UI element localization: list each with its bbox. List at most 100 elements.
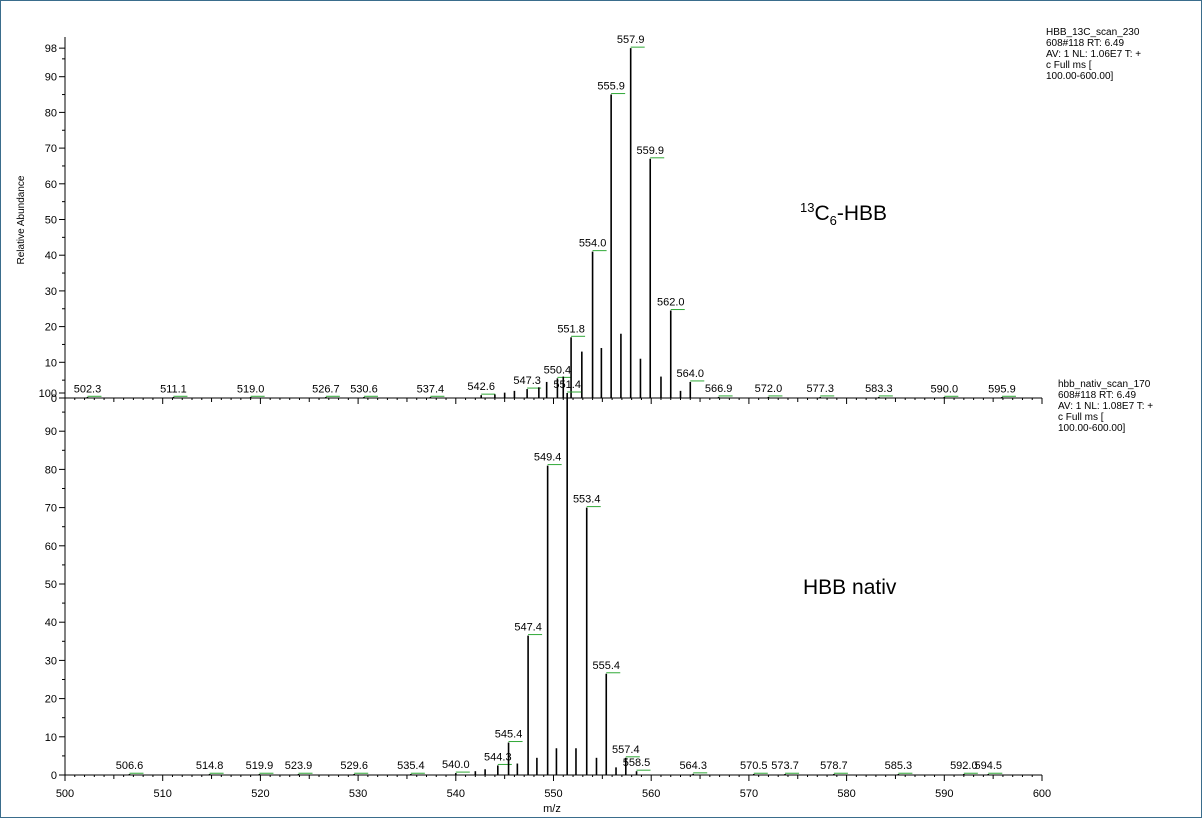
annotation-rest: -HBB xyxy=(837,202,887,225)
x-tick-label: 560 xyxy=(642,788,660,800)
y-tick-label: 60 xyxy=(45,179,57,191)
peak-label: 570.5 xyxy=(740,760,768,772)
y-tick-label: 60 xyxy=(45,541,57,553)
y-tick-label: 40 xyxy=(45,250,57,262)
y-tick-label: 0 xyxy=(51,393,57,405)
peak-label: 595.9 xyxy=(988,383,1016,395)
y-tick-label: 30 xyxy=(45,655,57,667)
scan-info-line: 608#118 RT: 6.49 xyxy=(1058,390,1136,401)
y-tick-label: 10 xyxy=(45,357,57,369)
peak-label: 511.1 xyxy=(160,383,187,395)
annotation-superscript: 13 xyxy=(800,200,814,215)
annotation-subscript: 6 xyxy=(830,213,837,228)
top-spectrum-panel: 0 10 20 30 40 50 60 70 80 90 98 502.3 511.1 519.0 526.… xyxy=(45,27,1142,405)
y-tick-label: 40 xyxy=(45,617,57,629)
peak-label: 529.6 xyxy=(340,760,368,772)
peak-label: 592.0 xyxy=(950,760,978,772)
peak-label: 558.5 xyxy=(623,757,651,769)
peak-label: 530.6 xyxy=(350,383,378,395)
peak-label: 537.4 xyxy=(417,383,445,395)
bottom-spectrum-panel: 0 10 20 30 40 50 60 70 80 90 100 500 510 520 530 540 550… xyxy=(39,379,1154,800)
peak-label: 555.9 xyxy=(597,81,625,93)
x-tick-label: 590 xyxy=(935,788,953,800)
x-tick-label: 540 xyxy=(447,788,465,800)
peak-label: 577.3 xyxy=(806,383,834,395)
y-tick-label: 10 xyxy=(45,732,57,744)
peak-label: 555.4 xyxy=(592,660,620,672)
peak-label: 572.0 xyxy=(755,383,783,395)
peak-label: 549.4 xyxy=(534,452,562,464)
scan-info-line: c Full ms [ xyxy=(1058,412,1104,423)
x-tick-label: 550 xyxy=(544,788,562,800)
peak-label: 523.9 xyxy=(285,760,313,772)
y-tick-label: 90 xyxy=(45,426,57,438)
peak-label: 554.0 xyxy=(579,238,607,250)
scan-info-line: 608#118 RT: 6.49 xyxy=(1046,38,1124,49)
scan-info-line: c Full ms [ xyxy=(1046,60,1092,71)
peak-label: 502.3 xyxy=(74,383,102,395)
y-tick-label: 70 xyxy=(45,143,57,155)
y-tick-label: 70 xyxy=(45,503,57,515)
y-tick-label: 20 xyxy=(45,694,57,706)
peak-label: 573.7 xyxy=(771,760,799,772)
x-tick-label: 510 xyxy=(154,788,172,800)
peak-label: 547.3 xyxy=(513,375,541,387)
x-tick-label: 530 xyxy=(349,788,367,800)
peak-label: 535.4 xyxy=(397,760,425,772)
scan-info-line: AV: 1 NL: 1.08E7 T: + xyxy=(1058,401,1153,412)
peak-label: 557.4 xyxy=(612,744,640,756)
compound-annotation: 13C6-HBB xyxy=(800,200,887,228)
peak-label: 547.4 xyxy=(514,622,542,634)
peak-label: 559.9 xyxy=(636,145,664,157)
scan-info-line: 100.00-600.00] xyxy=(1046,71,1114,82)
y-tick-label: 0 xyxy=(51,770,57,782)
y-tick-label: 100 xyxy=(39,388,57,400)
peak-label: 544.3 xyxy=(484,751,512,763)
x-tick-label: 520 xyxy=(251,788,269,800)
x-tick-label: 500 xyxy=(56,788,74,800)
peak-label: 590.0 xyxy=(931,383,959,395)
y-tick-label: 80 xyxy=(45,464,57,476)
peak-label: 557.9 xyxy=(617,34,645,46)
y-tick-label: 90 xyxy=(45,72,57,84)
peak-label: 519.9 xyxy=(246,760,274,772)
peak-label: 519.0 xyxy=(237,383,265,395)
peak-label: 594.5 xyxy=(974,760,1002,772)
peak-label: 550.4 xyxy=(544,364,572,376)
peak-label: 578.7 xyxy=(820,760,848,772)
peak-label: 553.4 xyxy=(573,494,601,506)
peak-label: 526.7 xyxy=(312,383,340,395)
peak-label: 585.3 xyxy=(885,760,913,772)
peak-label: 564.0 xyxy=(677,368,705,380)
peak-label: 545.4 xyxy=(495,729,523,741)
peak-label: 506.6 xyxy=(116,760,144,772)
y-tick-label: 30 xyxy=(45,286,57,298)
scan-info-line: 100.00-600.00] xyxy=(1058,423,1126,434)
peak-label: 542.6 xyxy=(467,381,495,393)
peak-label: 564.3 xyxy=(679,760,707,772)
annotation-main: C xyxy=(814,202,829,225)
peak-label: 583.3 xyxy=(865,383,893,395)
peak-label: 566.9 xyxy=(705,383,733,395)
x-tick-label: 570 xyxy=(740,788,758,800)
x-tick-label: 580 xyxy=(837,788,855,800)
compound-annotation: HBB nativ xyxy=(803,576,897,599)
y-tick-label: 20 xyxy=(45,322,57,334)
y-tick-label: 50 xyxy=(45,579,57,591)
scan-info-line: AV: 1 NL: 1.06E7 T: + xyxy=(1046,49,1141,60)
y-tick-label: 98 xyxy=(45,43,57,55)
peak-label: 551.8 xyxy=(557,323,585,335)
y-axis-label: Relative Abundance xyxy=(16,175,27,264)
peak-label: 514.8 xyxy=(196,760,224,772)
peak-label: 551.4 xyxy=(553,379,581,391)
y-tick-label: 50 xyxy=(45,215,57,227)
scan-info-line: HBB_13C_scan_230 xyxy=(1046,27,1140,38)
peak-label: 540.0 xyxy=(442,759,470,771)
scan-info-line: hbb_nativ_scan_170 xyxy=(1058,379,1151,390)
y-tick-label: 80 xyxy=(45,107,57,119)
x-tick-label: 600 xyxy=(1033,788,1051,800)
peak-label: 562.0 xyxy=(657,297,685,309)
x-axis-label: m/z xyxy=(543,803,561,815)
